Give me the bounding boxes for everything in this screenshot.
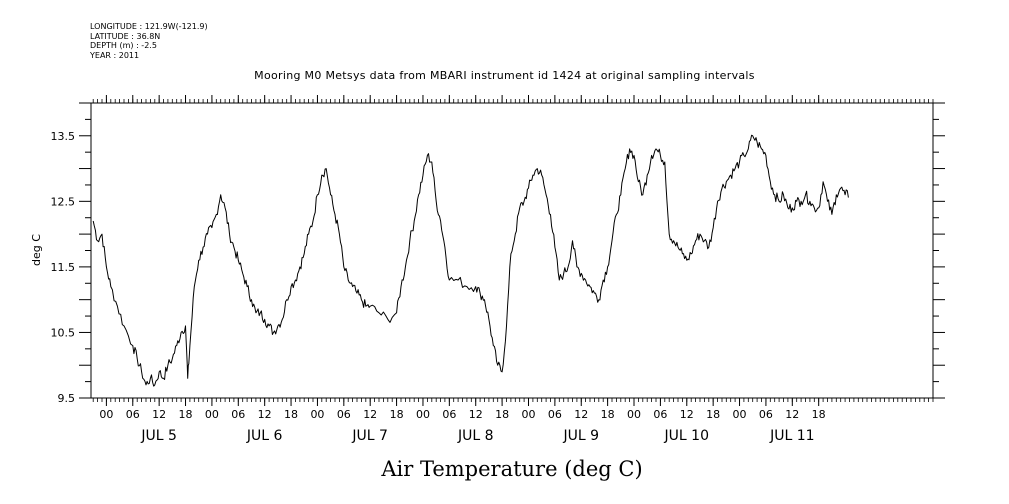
chart-title: Mooring M0 Metsys data from MBARI instru… (254, 69, 755, 82)
x-tick-label: 12 (152, 408, 166, 421)
y-tick-label: 13.5 (51, 130, 76, 143)
depth-label: DEPTH (m) : -2.5 (90, 41, 157, 50)
metadata-block: LONGITUDE : 121.9W(-121.9) LATITUDE : 36.… (90, 22, 208, 60)
x-day-label: JUL 8 (457, 428, 494, 444)
x-tick-label: 18 (284, 408, 298, 421)
x-tick-label: 18 (495, 408, 509, 421)
x-tick-label: 12 (785, 408, 799, 421)
y-tick-label: 9.5 (58, 392, 76, 405)
x-tick-label: 00 (416, 408, 430, 421)
x-tick-label: 06 (548, 408, 562, 421)
x-tick-label: 12 (469, 408, 483, 421)
x-day-label: JUL 6 (246, 428, 283, 444)
x-tick-label: 00 (205, 408, 219, 421)
latitude-label: LATITUDE : 36.8N (90, 31, 161, 41)
x-tick-label: 00 (310, 408, 324, 421)
y-axis-label: deg C (30, 234, 43, 266)
x-day-label: JUL 11 (769, 428, 814, 444)
x-tick-label: 12 (680, 408, 694, 421)
y-tick-label: 12.5 (51, 195, 76, 208)
x-minor-ticks (92, 99, 934, 402)
air-temperature-line (92, 134, 849, 387)
year-label: YEAR : 2011 (90, 50, 140, 60)
x-tick-label: 06 (442, 408, 456, 421)
x-tick-label: 00 (627, 408, 641, 421)
x-tick-label: 18 (812, 408, 826, 421)
x-tick-label: 00 (99, 408, 113, 421)
y-tick-label: 10.5 (51, 326, 76, 339)
x-tick-label: 06 (126, 408, 140, 421)
x-day-label: JUL 7 (351, 428, 388, 444)
x-tick-label: 12 (574, 408, 588, 421)
x-tick-label: 06 (759, 408, 773, 421)
x-day-label: JUL 10 (664, 428, 709, 444)
x-tick-label: 12 (363, 408, 377, 421)
x-day-label: JUL 5 (140, 428, 177, 444)
x-tick-label: 00 (521, 408, 535, 421)
x-tick-label: 18 (179, 408, 193, 421)
y-tick-label: 11.5 (51, 261, 76, 274)
x-tick-label: 00 (733, 408, 747, 421)
x-tick-label: 18 (390, 408, 404, 421)
x-tick-label: 12 (258, 408, 272, 421)
x-tick-label: 06 (231, 408, 245, 421)
longitude-label: LONGITUDE : 121.9W(-121.9) (90, 22, 208, 31)
x-tick-label: 18 (601, 408, 615, 421)
x-tick-label: 06 (337, 408, 351, 421)
x-axis-label: Air Temperature (deg C) (380, 457, 642, 481)
x-tick-label: 18 (706, 408, 720, 421)
x-tick-label: 06 (653, 408, 667, 421)
x-day-label: JUL 9 (562, 428, 599, 444)
